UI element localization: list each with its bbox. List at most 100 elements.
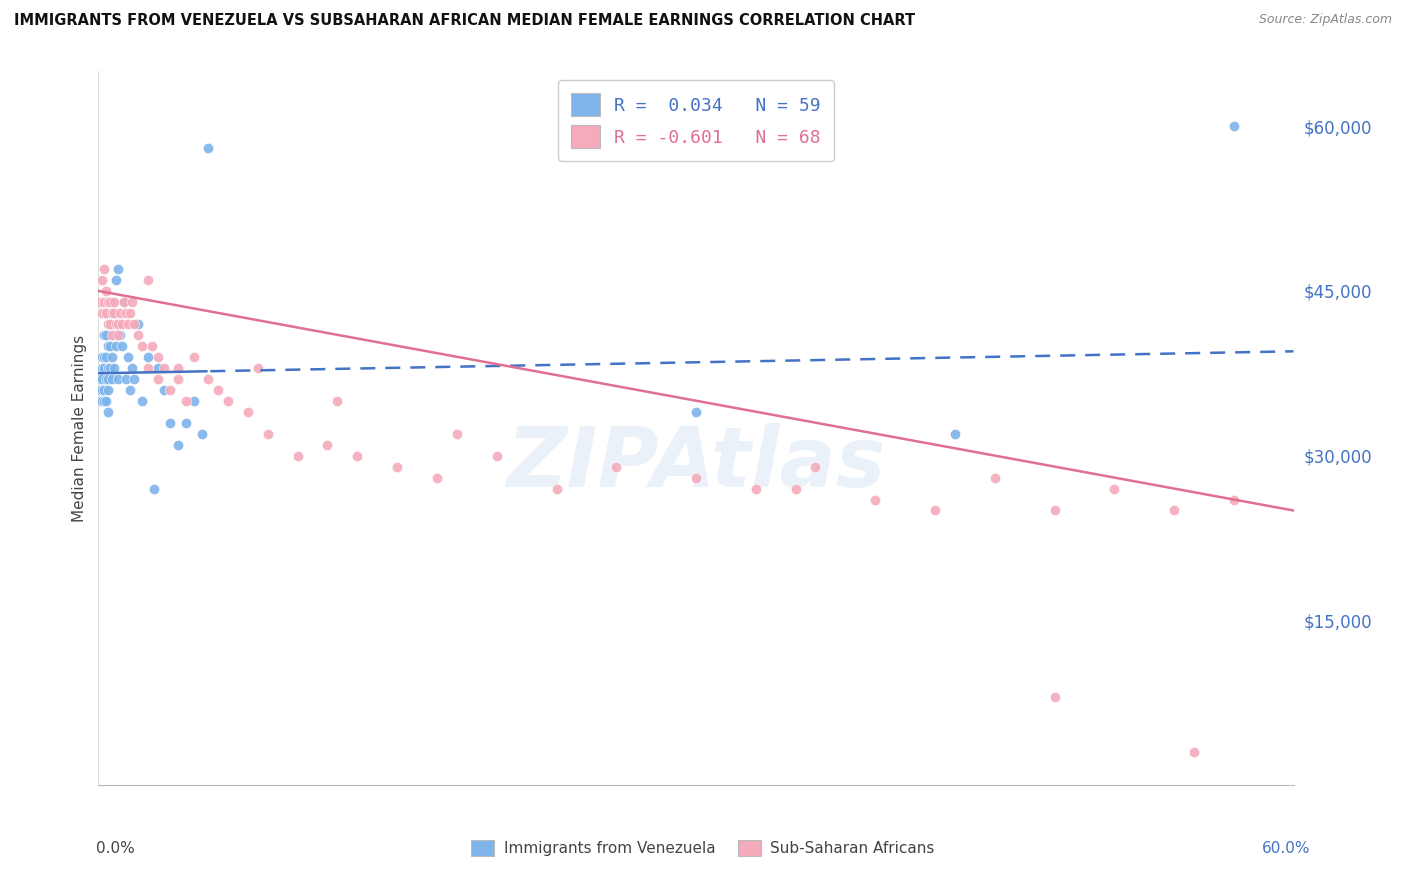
Point (153, 360, 176, 375)
Point (148, 372, 170, 386)
Point (1223, 120, 1246, 134)
Point (136, 360, 159, 375)
Point (197, 141, 219, 155)
Point (446, 426, 468, 441)
Point (127, 317, 149, 331)
Point (97, 360, 120, 375)
Point (1104, 482, 1126, 496)
Point (105, 273, 128, 287)
Point (110, 306, 132, 320)
Point (117, 350, 139, 364)
Point (96, 327, 118, 342)
Point (685, 405, 707, 419)
Point (236, 405, 259, 419)
Legend: R =  0.034   N = 59, R = -0.601   N = 68: R = 0.034 N = 59, R = -0.601 N = 68 (558, 80, 834, 161)
Point (326, 393, 349, 408)
Point (148, 360, 170, 375)
Point (97, 405, 120, 419)
Point (167, 372, 190, 386)
Point (131, 339, 153, 353)
Point (98, 360, 122, 375)
Point (91, 383, 114, 397)
Point (112, 294, 135, 309)
Point (101, 350, 124, 364)
Point (103, 360, 125, 375)
Point (804, 459, 827, 474)
Point (127, 327, 149, 342)
Point (97, 383, 120, 397)
Point (167, 437, 190, 451)
Point (197, 372, 219, 386)
Point (97, 294, 120, 309)
Point (96, 306, 118, 320)
Point (485, 449, 508, 463)
Point (1163, 503, 1185, 517)
Point (115, 306, 138, 320)
Point (115, 372, 138, 386)
Point (97, 339, 120, 353)
Point (93, 294, 115, 309)
Point (107, 372, 129, 386)
Point (943, 426, 966, 441)
Point (89, 372, 111, 386)
Point (91, 350, 114, 364)
Point (785, 482, 807, 496)
Point (107, 317, 129, 331)
Point (98, 339, 122, 353)
Point (121, 294, 143, 309)
Point (924, 503, 946, 517)
Point (124, 372, 146, 386)
Legend: Immigrants from Venezuela, Sub-Saharan Africans: Immigrants from Venezuela, Sub-Saharan A… (465, 834, 941, 862)
Point (183, 393, 205, 408)
Point (256, 426, 278, 441)
Point (1223, 492, 1246, 507)
Point (105, 317, 128, 331)
Point (131, 393, 153, 408)
Text: IMMIGRANTS FROM VENEZUELA VS SUBSAHARAN AFRICAN MEDIAN FEMALE EARNINGS CORRELATI: IMMIGRANTS FROM VENEZUELA VS SUBSAHARAN … (14, 13, 915, 29)
Point (136, 350, 159, 364)
Point (91, 273, 114, 287)
Point (1182, 745, 1205, 759)
Point (246, 360, 269, 375)
Point (96, 350, 118, 364)
Point (101, 327, 124, 342)
Point (426, 470, 449, 484)
Text: 0.0%: 0.0% (96, 841, 135, 856)
Text: Source: ZipAtlas.com: Source: ZipAtlas.com (1258, 13, 1392, 27)
Point (121, 360, 143, 375)
Point (143, 482, 166, 496)
Point (91, 393, 114, 408)
Text: 60.0%: 60.0% (1263, 841, 1310, 856)
Y-axis label: Median Female Earnings: Median Female Earnings (72, 334, 87, 522)
Point (120, 306, 142, 320)
Point (98, 317, 122, 331)
Point (124, 317, 146, 331)
Point (111, 317, 134, 331)
Point (91, 372, 114, 386)
Point (107, 262, 129, 277)
Point (1043, 503, 1066, 517)
Point (89, 294, 111, 309)
Point (110, 327, 132, 342)
Point (98, 294, 122, 309)
Point (91, 306, 114, 320)
Point (97, 372, 120, 386)
Point (111, 339, 134, 353)
Point (207, 383, 229, 397)
Point (98, 317, 122, 331)
Point (93, 350, 115, 364)
Point (117, 317, 139, 331)
Point (101, 306, 124, 320)
Point (316, 437, 339, 451)
Point (685, 470, 707, 484)
Point (174, 393, 197, 408)
Point (287, 449, 309, 463)
Point (546, 482, 568, 496)
Point (167, 360, 190, 375)
Point (174, 416, 197, 430)
Point (105, 339, 128, 353)
Point (103, 327, 125, 342)
Point (93, 383, 115, 397)
Point (96, 393, 118, 408)
Point (1043, 690, 1066, 705)
